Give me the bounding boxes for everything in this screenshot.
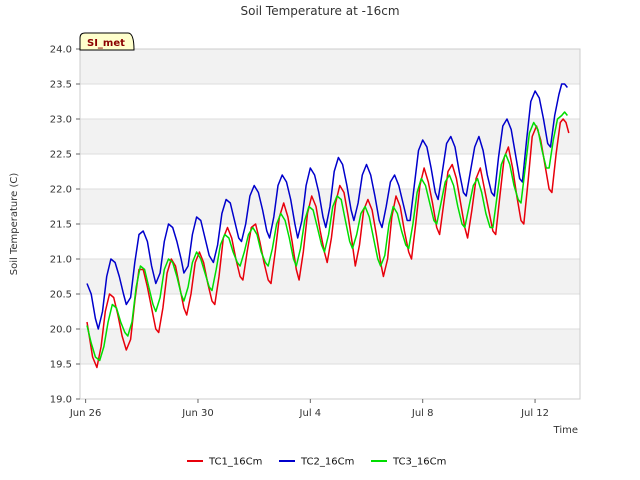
chart-title: Soil Temperature at -16cm [240,4,399,18]
plot-band [80,49,580,84]
x-tick-label: Jul 4 [299,408,322,419]
legend-label: TC2_16Cm [300,457,354,468]
legend-item: TC3_16Cm [371,457,446,468]
legend-item: TC1_16Cm [187,457,262,468]
plot-band [80,84,580,119]
legend-label: TC1_16Cm [208,457,262,468]
y-tick-label: 20.0 [50,325,72,336]
x-tick-label: Jul 8 [411,408,434,419]
y-axis-ticks: 19.0 19.5 20.0 20.5 21.0 21.5 22.0 22.5 23.0 23.5… [50,45,80,406]
legend: TC1_16Cm TC2_16Cm TC3_16Cm [187,457,446,468]
y-tick-label: 21.5 [50,220,72,231]
plot-band [80,259,580,294]
y-tick-label: 21.0 [50,255,72,266]
legend-item: TC2_16Cm [279,457,354,468]
series-lines [86,83,570,369]
x-axis-ticks: Jun 26 Jun 30 Jul 4 Jul 8 Jul 12 [69,399,549,419]
plot-background-bands [80,49,580,399]
site-label-box: SI_met [79,32,135,51]
series-line-tc3-16cm [86,111,568,362]
x-axis-title: Time [553,425,578,436]
plot-band [80,329,580,364]
x-tick-label: Jul 12 [520,408,549,419]
plot-band [80,364,580,399]
plot-band [80,154,580,189]
y-tick-label: 19.5 [50,360,72,371]
y-tick-label: 22.5 [50,150,72,161]
site-label-text: SI_met [87,38,125,49]
y-tick-label: 20.5 [50,290,72,301]
y-tick-label: 24.0 [50,45,72,56]
y-axis-title: Soil Temperature (C) [9,173,20,276]
legend-label: TC3_16Cm [392,457,446,468]
series-line-tc2-16cm [86,83,568,330]
y-tick-label: 23.0 [50,115,72,126]
y-tick-label: 19.0 [50,395,72,406]
y-tick-label: 23.5 [50,80,72,91]
x-tick-label: Jun 26 [69,408,102,419]
x-tick-label: Jun 30 [181,408,214,419]
plot-band [80,119,580,154]
site-label-badge [79,32,135,51]
y-tick-label: 22.0 [50,185,72,196]
